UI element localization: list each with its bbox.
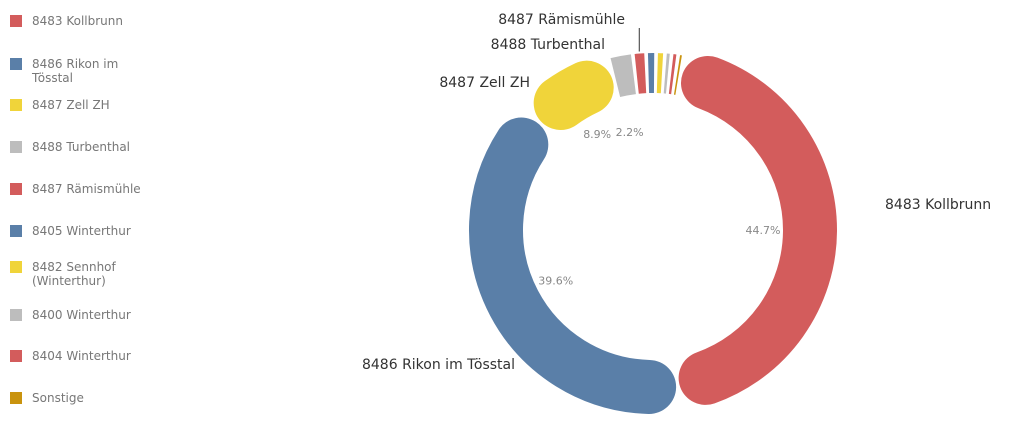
legend-label: Sonstige [32,391,84,405]
legend-item: 8400 Winterthur [10,308,160,322]
category-label: 8488 Turbenthal [491,37,605,53]
legend-swatch [10,58,22,70]
category-label: 8483 Kollbrunn [885,197,991,213]
legend-item: 8482 Sennhof (Winterthur) [10,260,160,288]
legend-item: 8487 Zell ZH [10,98,160,112]
legend-swatch [10,183,22,195]
value-label: 8.9% [583,128,611,141]
legend-item: 8487 Rämismühle [10,182,160,196]
value-label: 2.2% [616,126,644,139]
legend-item: 8486 Rikon im Tösstal [10,57,160,85]
value-label: 39.6% [538,274,573,287]
legend-label: 8404 Winterthur [32,349,131,363]
legend-swatch [10,141,22,153]
legend-swatch [10,350,22,362]
legend-swatch [10,225,22,237]
donut-segment [469,117,677,414]
legend-swatch [10,309,22,321]
legend-label: 8487 Zell ZH [32,98,110,112]
legend-item: Sonstige [10,391,160,405]
legend-item: 8404 Winterthur [10,349,160,363]
donut-segment [634,53,647,94]
category-label: 8486 Rikon im Tösstal [362,357,515,373]
legend-label: 8483 Kollbrunn [32,14,124,28]
donut-segment [678,55,837,405]
donut-segment [533,60,614,131]
legend-label: 8487 Rämismühle [32,182,141,196]
legend-label: 8488 Turbenthal [32,140,131,154]
legend-swatch [10,261,22,273]
donut-segment [610,54,637,98]
category-label: 8487 Zell ZH [439,75,530,91]
legend-swatch [10,15,22,27]
legend-label: 8400 Winterthur [32,308,131,322]
legend-swatch [10,392,22,404]
legend-item: 8483 Kollbrunn [10,14,160,28]
legend-swatch [10,99,22,111]
legend-label: 8482 Sennhof (Winterthur) [32,260,116,288]
legend-label: 8486 Rikon im Tösstal [32,57,119,85]
legend-item: 8405 Winterthur [10,224,160,238]
legend-label: 8405 Winterthur [32,224,131,238]
category-label: 8487 Rämismühle [498,12,625,28]
value-label: 44.7% [746,224,781,237]
legend-item: 8488 Turbenthal [10,140,160,154]
